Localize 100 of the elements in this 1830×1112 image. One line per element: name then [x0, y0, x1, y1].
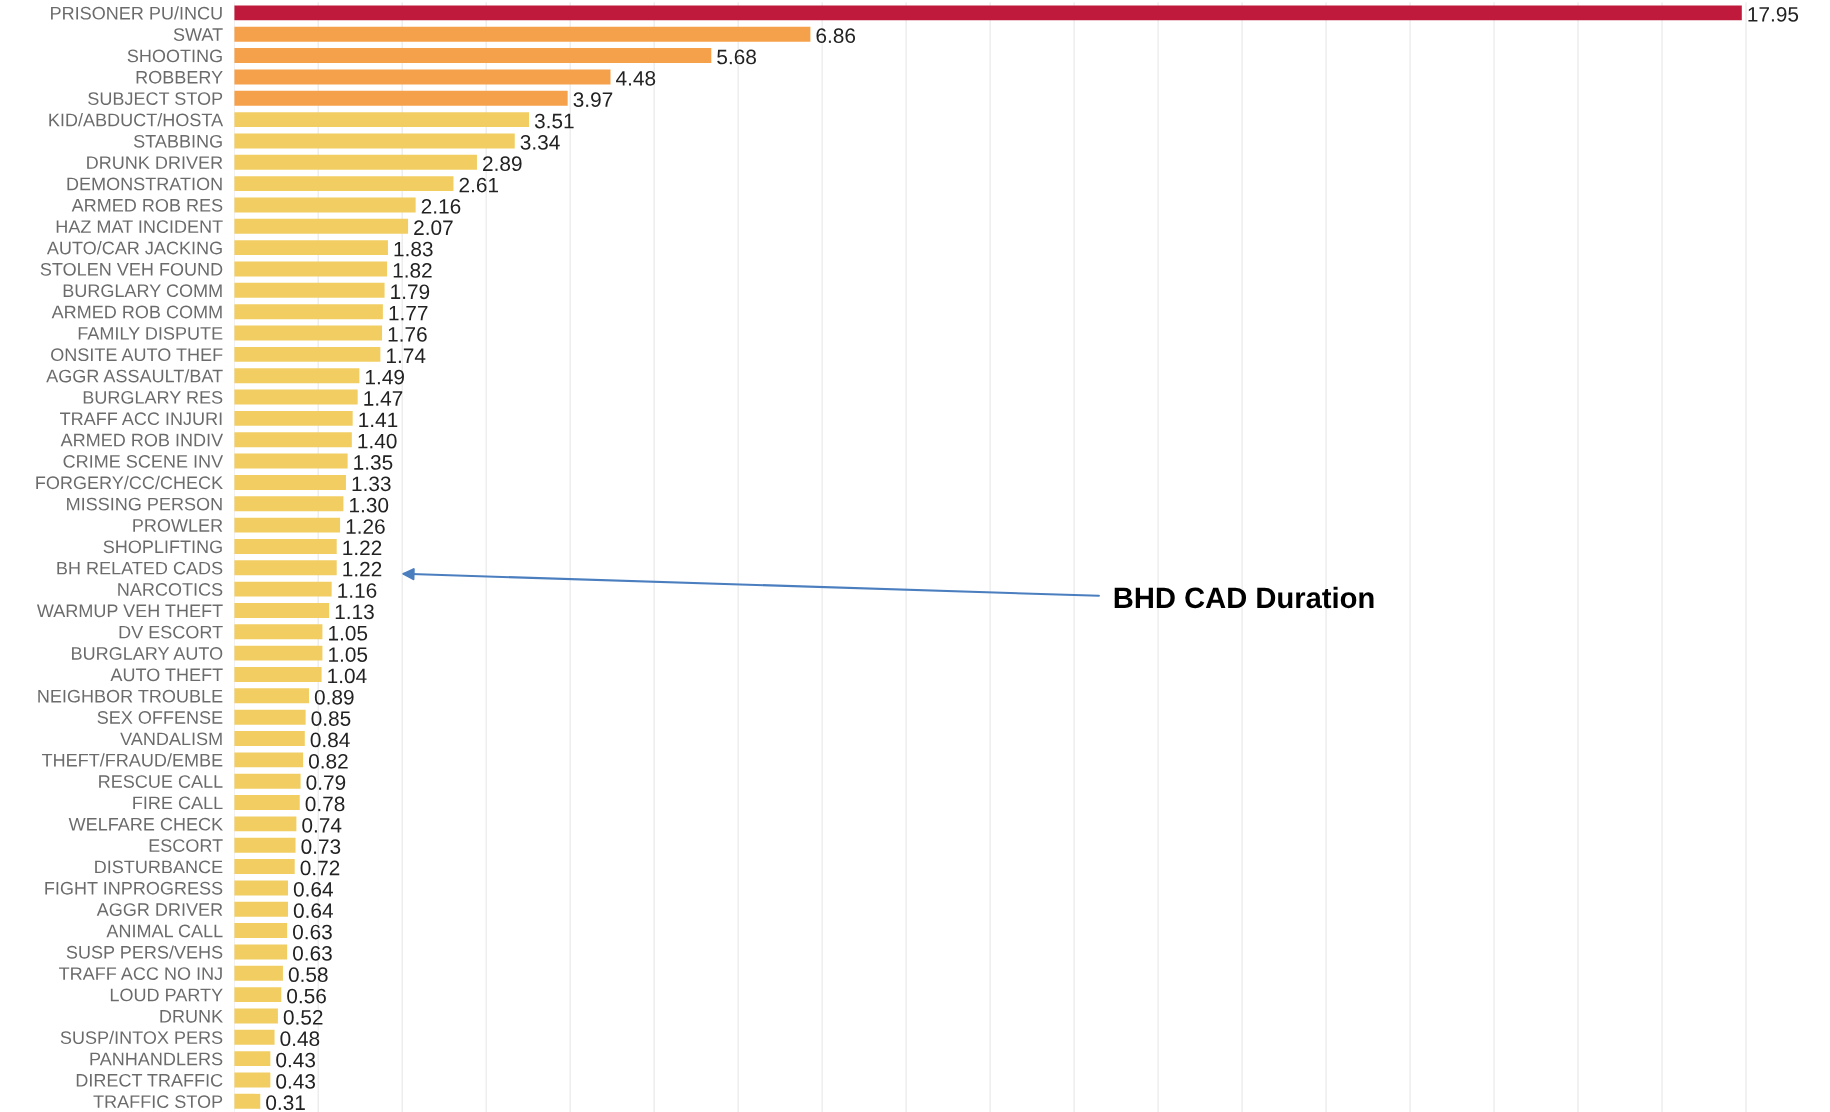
bar — [234, 773, 301, 789]
data-label: 0.82 — [308, 753, 348, 769]
data-label: 1.74 — [387, 348, 426, 363]
y-tick-label: FORGERY/CC/CHECK — [36, 475, 223, 490]
bar — [234, 90, 568, 106]
y-tick-label: WARMUP VEH THEFT — [36, 604, 223, 618]
bar — [234, 731, 305, 746]
y-tick-label: NEIGHBOR TROUBLE — [38, 689, 223, 703]
data-label: 0.79 — [306, 775, 346, 790]
bar — [234, 325, 383, 341]
y-tick-label: SHOPLIFTING — [103, 540, 222, 554]
bar — [234, 901, 288, 917]
data-label: 0.78 — [305, 796, 345, 812]
data-label: 1.13 — [335, 604, 374, 620]
y-tick-label: FIGHT INPROGRESS — [45, 881, 223, 895]
y-tick-label: THEFT/FRAUD/EMBE — [41, 753, 223, 767]
data-label: 1.47 — [364, 391, 403, 406]
bar — [234, 837, 296, 853]
y-tick-label: MISSING PERSON — [67, 497, 222, 511]
data-label: 2.89 — [483, 156, 522, 172]
bar — [234, 410, 353, 426]
y-tick-label: SUSP PERS/VEHS — [66, 945, 223, 959]
data-label: 0.64 — [293, 903, 333, 919]
data-label: 1.83 — [394, 241, 433, 257]
bar — [234, 560, 337, 576]
y-tick-label: BURGLARY AUTO — [72, 647, 223, 660]
data-label: 0.84 — [310, 732, 350, 748]
data-label: 1.05 — [329, 647, 368, 662]
data-label: 6.86 — [816, 28, 856, 44]
y-tick-label: DISTURBANCE — [95, 860, 223, 874]
data-label: 1.82 — [393, 263, 432, 278]
data-label: 1.16 — [338, 583, 377, 598]
y-tick-label: STOLEN VEH FOUND — [40, 262, 223, 276]
bar — [234, 496, 344, 512]
y-tick-label: PRISONER PU/INCU — [51, 6, 222, 20]
bar — [234, 368, 360, 384]
y-tick-label: ROBBERY — [136, 70, 223, 84]
data-label: 1.04 — [328, 668, 367, 684]
y-tick-label: WELFARE CHECK — [68, 817, 223, 831]
data-label: 1.33 — [352, 476, 391, 492]
bar — [234, 965, 283, 981]
y-tick-label: TRAFFIC STOP — [93, 1095, 223, 1109]
data-label: 1.22 — [343, 540, 382, 556]
bar — [234, 282, 385, 298]
data-label: 0.52 — [283, 1010, 323, 1025]
y-tick-label: FAMILY DISPUTE — [78, 326, 223, 340]
y-tick-label: TRAFF ACC INJURI — [60, 412, 222, 426]
data-label: 1.22 — [343, 561, 382, 577]
y-tick-label: RESCUE CALL — [99, 775, 223, 788]
data-label: 0.63 — [293, 945, 332, 961]
y-tick-label: FIRE CALL — [133, 796, 223, 810]
data-label: 2.16 — [421, 199, 461, 214]
bar — [234, 987, 282, 1003]
data-label: 1.76 — [388, 327, 427, 342]
data-label: 1.79 — [391, 284, 430, 300]
data-label: 0.43 — [276, 1052, 316, 1068]
y-tick-label: DIRECT TRAFFIC — [76, 1073, 223, 1087]
y-tick-label: VANDALISM — [120, 732, 222, 746]
bar — [234, 112, 530, 128]
bar — [234, 538, 337, 554]
data-label: 4.48 — [616, 70, 656, 86]
y-tick-label: ESCORT — [149, 839, 223, 852]
bar — [234, 709, 306, 725]
data-label: 0.85 — [311, 711, 351, 726]
data-label: 2.61 — [459, 177, 499, 193]
y-tick-label: PROWLER — [133, 519, 223, 532]
bar — [234, 1029, 275, 1045]
data-label: 0.72 — [300, 860, 340, 876]
bar — [234, 154, 477, 170]
y-tick-label: AGGR ASSAULT/BAT — [46, 369, 223, 383]
data-label: 0.74 — [302, 817, 342, 833]
bar — [234, 923, 288, 939]
bar — [234, 624, 323, 640]
y-tick-label: LOUD PARTY — [110, 988, 223, 1002]
bar — [234, 880, 288, 896]
y-tick-label: BH RELATED CADS — [57, 561, 223, 575]
bar — [234, 1072, 271, 1088]
y-tick-label: SWAT — [173, 28, 223, 41]
y-tick-label: SUBJECT STOP — [88, 92, 223, 105]
bar — [234, 1051, 271, 1067]
y-tick-label: STABBING — [133, 134, 222, 148]
bar — [234, 688, 309, 704]
data-label: 1.35 — [354, 455, 393, 470]
data-label: 0.31 — [266, 1095, 305, 1111]
data-label: 1.41 — [359, 412, 398, 427]
data-label: 1.49 — [366, 369, 404, 385]
data-label: 17.95 — [1748, 6, 1799, 22]
bar — [234, 432, 352, 448]
y-tick-label: DRUNK — [160, 1010, 223, 1023]
bar — [234, 603, 330, 618]
data-label: 0.56 — [287, 988, 326, 1004]
bar — [234, 581, 332, 597]
y-tick-label: ANIMAL CALL — [106, 924, 223, 938]
y-tick-label: HAZ MAT INCIDENT — [56, 220, 223, 234]
bar — [234, 176, 454, 192]
bar — [234, 218, 409, 234]
y-tick-label: SHOOTING — [127, 49, 222, 63]
data-label: 0.43 — [276, 1074, 316, 1089]
y-tick-label: ARMED ROB RES — [71, 198, 223, 212]
bar — [234, 304, 383, 320]
